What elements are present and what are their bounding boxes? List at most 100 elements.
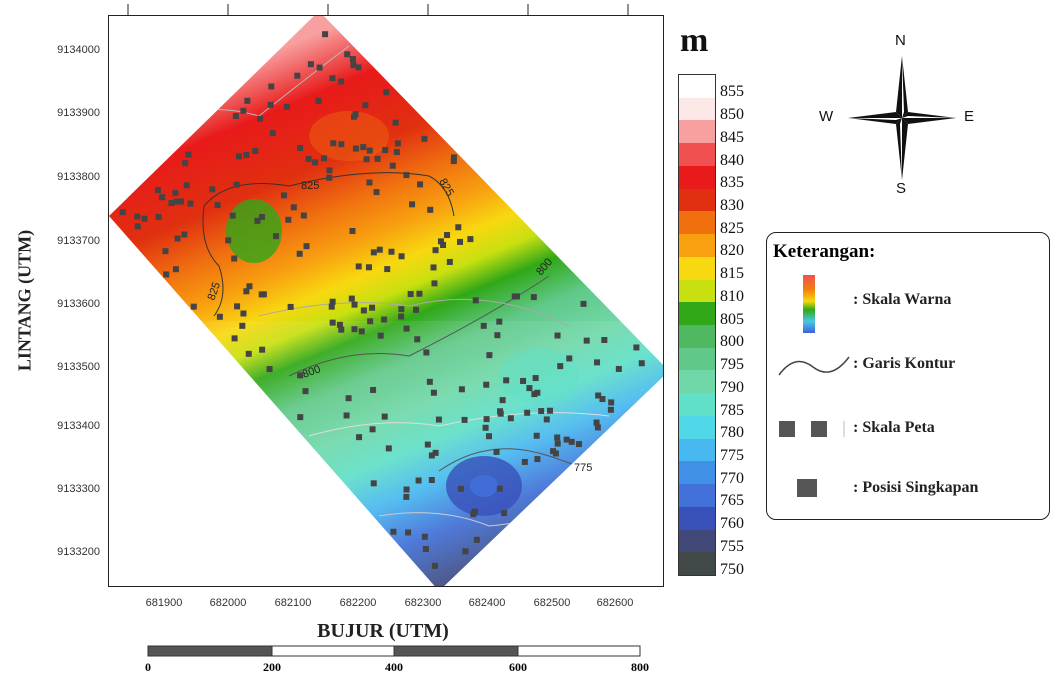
colorbar-cell xyxy=(679,97,715,121)
outcrop-point xyxy=(360,307,367,314)
outcrop-point xyxy=(338,141,345,148)
outcrop-point xyxy=(494,332,501,339)
contour-line-icon xyxy=(778,356,850,376)
outcrop-point xyxy=(254,217,261,224)
outcrop-point xyxy=(328,303,335,310)
outcrop-point xyxy=(370,480,377,487)
x-tick: 682000 xyxy=(209,597,247,609)
outcrop-point xyxy=(383,89,390,96)
outcrop-point xyxy=(534,456,541,463)
outcrop-point xyxy=(162,248,169,255)
outcrop-point xyxy=(458,386,465,393)
outcrop-point xyxy=(377,332,384,339)
outcrop-point xyxy=(431,562,438,569)
outcrop-point xyxy=(280,192,287,199)
outcrop-point xyxy=(358,328,365,335)
colorbar-cell xyxy=(679,438,715,462)
outcrop-point xyxy=(373,189,380,196)
outcrop-point xyxy=(366,179,373,186)
y-tick: 9133900 xyxy=(57,107,100,119)
outcrop-point xyxy=(430,389,437,396)
outcrop-point xyxy=(316,64,323,71)
outcrop-point xyxy=(181,231,188,238)
outcrop-point xyxy=(403,325,410,332)
outcrop-point xyxy=(326,174,333,181)
outcrop-point xyxy=(321,155,328,162)
outcrop-point xyxy=(594,424,601,431)
outcrop-point xyxy=(385,445,392,452)
outcrop-point xyxy=(390,528,397,535)
colorbar-cell xyxy=(679,211,715,235)
outcrop-point xyxy=(455,224,462,231)
outcrop-point xyxy=(499,397,506,404)
outcrop-point xyxy=(183,182,190,189)
outcrop-point xyxy=(538,408,545,415)
legend-item-contour: : Garis Kontur xyxy=(853,355,956,372)
colorbar-label: 760 xyxy=(720,515,744,533)
colorbar-cell xyxy=(679,415,715,439)
outcrop-point xyxy=(507,415,514,422)
outcrop-point xyxy=(557,363,564,370)
outcrop-point xyxy=(422,546,429,553)
outcrop-point xyxy=(246,283,253,290)
colorbar-label: 765 xyxy=(720,492,744,510)
outcrop-point xyxy=(467,236,474,243)
outcrop-point xyxy=(601,336,608,343)
outcrop-point xyxy=(355,263,362,270)
outcrop-point xyxy=(432,247,439,254)
colorbar-label: 815 xyxy=(720,265,744,283)
outcrop-point xyxy=(141,215,148,222)
outcrop-point xyxy=(566,355,573,362)
outcrop-point xyxy=(362,102,369,109)
contour-label: 775 xyxy=(574,462,592,474)
x-tick: 682300 xyxy=(404,597,442,609)
outcrop-point xyxy=(300,212,307,219)
outcrop-point xyxy=(376,246,383,253)
outcrop-point xyxy=(461,416,468,423)
colorbar-cell xyxy=(679,302,715,325)
outcrop-point xyxy=(344,51,351,58)
outcrop-point xyxy=(546,407,553,414)
color-scale-bar xyxy=(678,74,716,576)
outcrop-point xyxy=(351,301,358,308)
outcrop-point xyxy=(283,103,290,110)
outcrop-point xyxy=(607,406,614,413)
outcrop-point xyxy=(403,486,410,493)
outcrop-point xyxy=(245,350,252,357)
outcrop-point xyxy=(554,434,561,441)
outcrop-point xyxy=(134,213,141,220)
colorbar-label: 825 xyxy=(720,219,744,237)
colorbar-label: 835 xyxy=(720,174,744,192)
x-tick: 681900 xyxy=(145,597,183,609)
outcrop-point xyxy=(209,186,216,193)
outcrop-point xyxy=(172,190,179,197)
colorbar-label: 775 xyxy=(720,447,744,464)
outcrop-point xyxy=(414,336,421,343)
y-tick: 9133400 xyxy=(57,420,100,432)
outcrop-point xyxy=(496,318,503,325)
outcrop-point xyxy=(330,140,337,147)
outcrop-point xyxy=(174,235,181,242)
outcrop-point xyxy=(326,167,333,174)
outcrop-point xyxy=(472,297,479,304)
outcrop-point xyxy=(389,162,396,169)
outcrop-point xyxy=(229,212,236,219)
outcrop-point xyxy=(244,97,251,104)
outcrop-point xyxy=(444,232,451,239)
map-scale-icon xyxy=(779,421,845,437)
outcrop-point xyxy=(446,258,453,265)
outcrop-point xyxy=(497,408,504,415)
y-tick: 9133600 xyxy=(57,298,100,310)
outcrop-point xyxy=(225,237,232,244)
compass-north: N xyxy=(895,32,906,49)
outcrop-point xyxy=(297,372,304,379)
outcrop-point xyxy=(531,391,538,398)
outcrop-point xyxy=(568,438,575,445)
outcrop-point xyxy=(638,360,645,367)
top-ticks xyxy=(127,4,629,16)
outcrop-point xyxy=(428,452,435,459)
outcrop-point xyxy=(315,97,322,104)
outcrop-point xyxy=(216,313,223,320)
outcrop-point xyxy=(599,396,606,403)
